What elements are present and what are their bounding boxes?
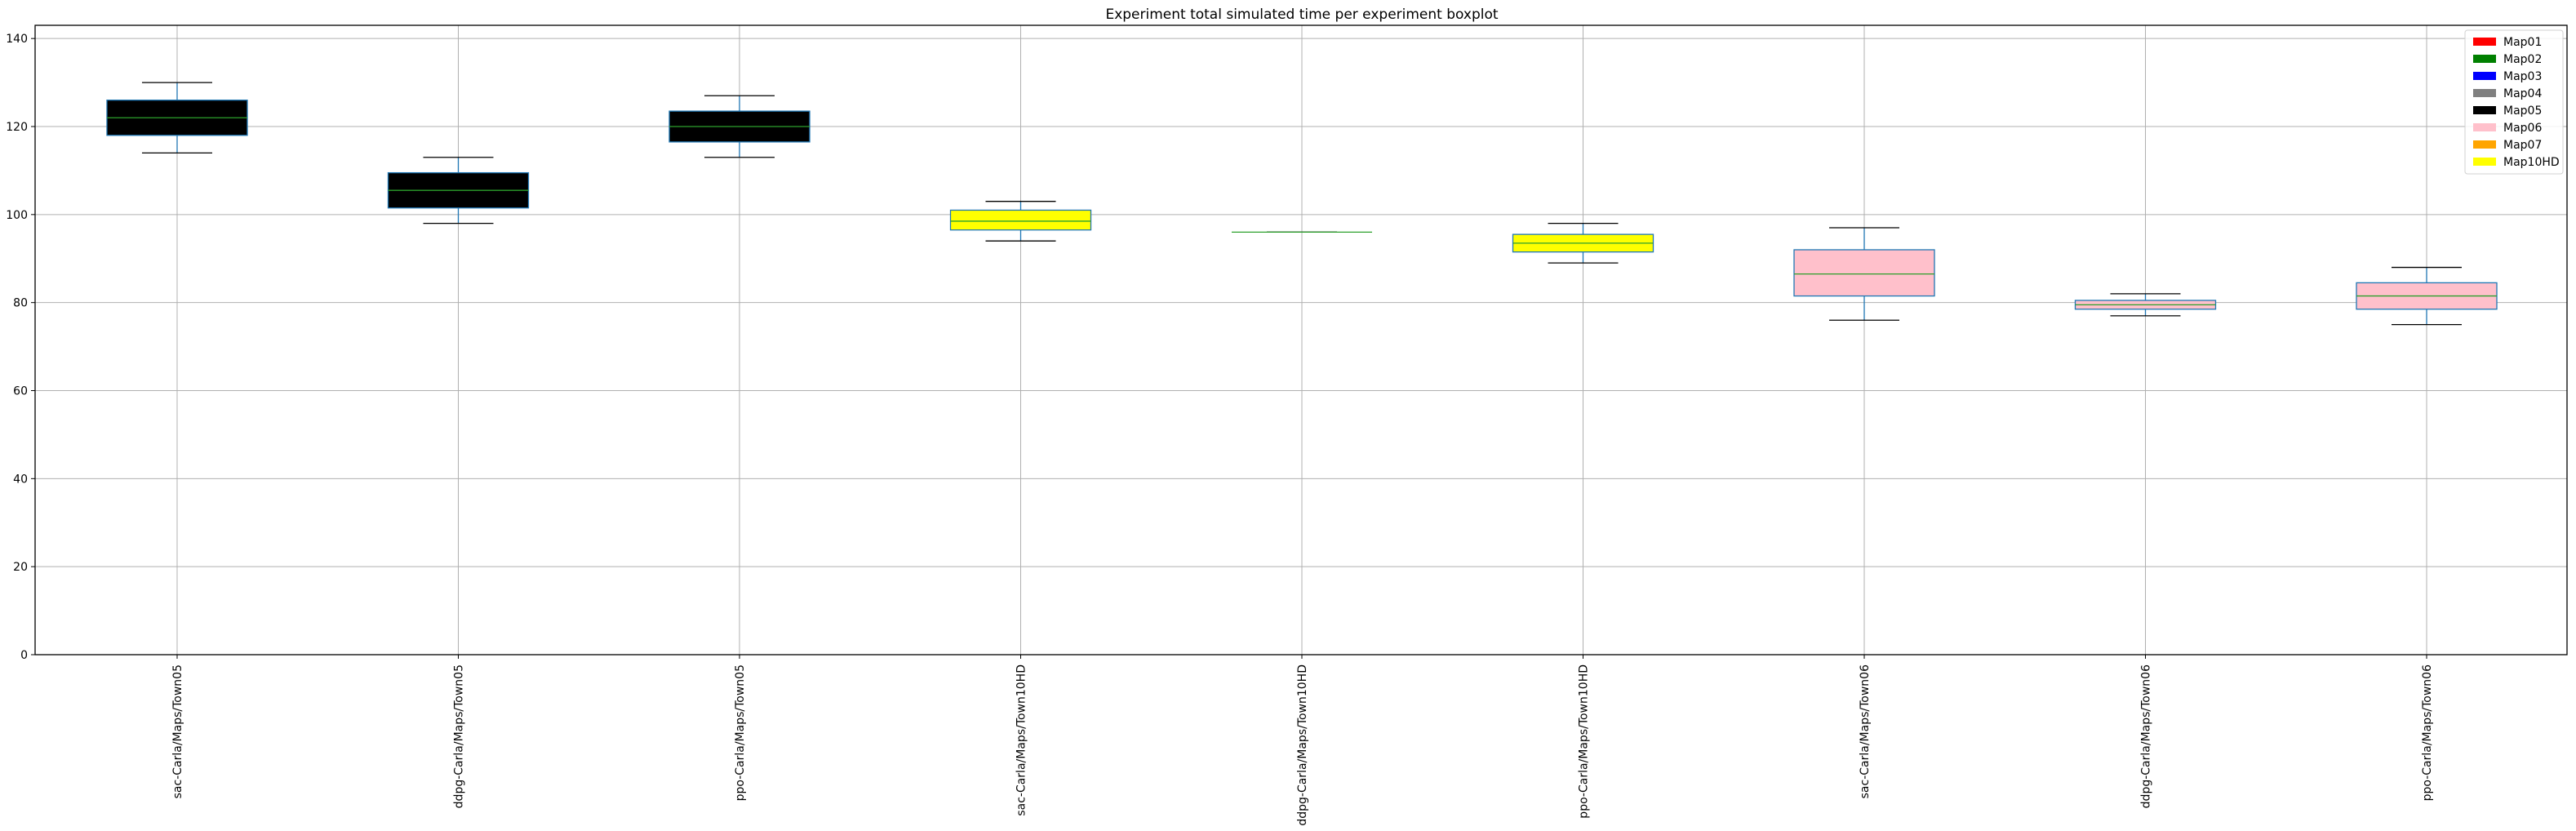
legend-label: Map01 (2503, 36, 2542, 49)
y-tick-label: 100 (6, 209, 28, 222)
x-tick-label: ddpg-Carla/Maps/Town05 (453, 664, 466, 808)
x-tick-label: sac-Carla/Maps/Town06 (1859, 664, 1872, 798)
x-tick-label: ddpg-Carla/Maps/Town06 (2140, 664, 2153, 808)
y-tick-label: 60 (13, 385, 28, 398)
x-tick-label: ppo-Carla/Maps/Town10HD (1578, 664, 1591, 819)
legend-swatch (2473, 89, 2496, 97)
x-tick-label: ppo-Carla/Maps/Town06 (2421, 664, 2434, 801)
legend-label: Map10HD (2503, 156, 2560, 169)
box (1793, 249, 1935, 297)
box (949, 209, 1092, 231)
legend-swatch (2473, 123, 2496, 131)
legend-swatch (2473, 140, 2496, 149)
y-tick-label: 20 (13, 561, 28, 574)
legend-swatch (2473, 38, 2496, 46)
legend-swatch (2473, 55, 2496, 63)
legend-label: Map03 (2503, 70, 2542, 83)
legend-box (2464, 29, 2564, 175)
legend-label: Map05 (2503, 104, 2542, 118)
legend-label: Map04 (2503, 87, 2542, 100)
legend-swatch (2473, 72, 2496, 80)
legend-swatch (2473, 158, 2496, 166)
y-tick-label: 140 (6, 33, 28, 46)
y-tick-label: 120 (6, 121, 28, 134)
legend-label: Map07 (2503, 139, 2542, 152)
y-tick-label: 40 (13, 473, 28, 486)
x-tick-label: sac-Carla/Maps/Town05 (171, 664, 184, 798)
legend-label: Map02 (2503, 53, 2542, 66)
x-tick-label: ddpg-Carla/Maps/Town10HD (1296, 664, 1309, 826)
plot-frame (34, 24, 2568, 655)
legend-label: Map06 (2503, 122, 2542, 135)
x-tick-label: ppo-Carla/Maps/Town05 (734, 664, 747, 801)
y-tick-label: 80 (13, 297, 28, 310)
legend-swatch (2473, 106, 2496, 114)
chart-title: Experiment total simulated time per expe… (1105, 7, 1498, 23)
x-tick-label: sac-Carla/Maps/Town10HD (1015, 664, 1028, 816)
y-tick-label: 0 (20, 649, 28, 662)
